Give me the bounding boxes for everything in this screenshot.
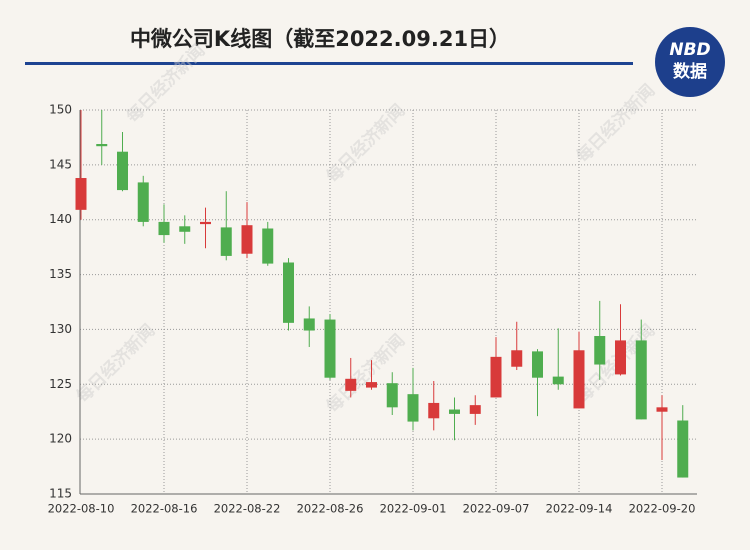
y-tick-label: 125 <box>49 377 72 391</box>
candle-body <box>117 151 128 191</box>
candle-body <box>262 228 274 264</box>
candle-body <box>75 178 87 210</box>
candle-body <box>428 402 440 419</box>
y-tick-label: 120 <box>49 432 72 446</box>
candle-body <box>283 262 294 323</box>
chart-title: 中微公司K线图（截至2022.09.21日） <box>130 27 510 51</box>
y-tick-label: 140 <box>49 212 72 226</box>
candle-body <box>158 221 170 236</box>
candle-body <box>449 409 460 414</box>
logo-text: 数据 <box>673 61 707 82</box>
candle-body <box>635 340 647 420</box>
candle-body <box>490 356 502 398</box>
candle-body <box>469 405 481 414</box>
candle-body <box>303 318 315 331</box>
candle-body <box>573 350 585 409</box>
candle-body <box>220 227 232 256</box>
logo <box>655 27 725 97</box>
x-tick-label: 2022-08-22 <box>214 502 281 516</box>
y-tick-label: 130 <box>49 322 72 336</box>
y-tick-label: 145 <box>49 157 72 171</box>
candle-body <box>137 182 149 222</box>
candle-body <box>532 351 543 378</box>
x-tick-label: 2022-09-14 <box>546 502 613 516</box>
candle-body <box>615 340 626 375</box>
candle-body <box>96 144 108 147</box>
candle-body <box>677 420 689 478</box>
candle-body <box>511 350 523 367</box>
x-tick-label: 2022-09-20 <box>629 502 696 516</box>
x-tick-label: 2022-08-16 <box>131 502 198 516</box>
y-tick-label: 115 <box>49 487 72 501</box>
x-tick-label: 2022-08-10 <box>48 502 115 516</box>
title-rule <box>25 62 633 65</box>
candle-body <box>366 382 377 388</box>
logo-text: NBD <box>669 40 710 60</box>
candle-body <box>200 221 211 225</box>
y-tick-label: 150 <box>49 103 72 117</box>
candle-body <box>656 407 668 412</box>
x-tick-label: 2022-08-26 <box>297 502 364 516</box>
y-tick-label: 135 <box>49 267 72 281</box>
candle-body <box>407 394 419 422</box>
x-tick-label: 2022-09-01 <box>380 502 447 516</box>
candle-body <box>345 378 357 391</box>
x-tick-label: 2022-09-07 <box>463 502 530 516</box>
candle-body <box>241 225 253 254</box>
candle-body <box>552 376 564 385</box>
candle-body <box>386 383 398 408</box>
candle-body <box>324 319 336 378</box>
candle-body <box>179 226 191 232</box>
candle-body <box>594 336 606 365</box>
